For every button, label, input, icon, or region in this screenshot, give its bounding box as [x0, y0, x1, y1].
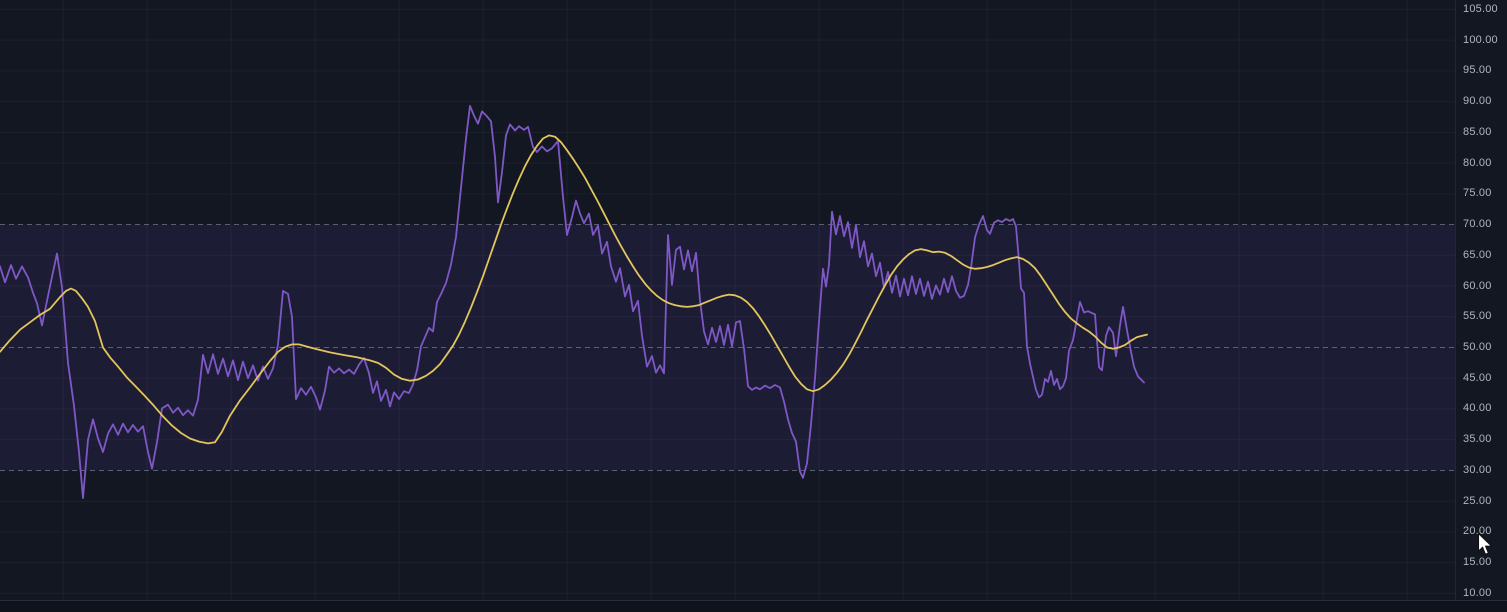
axis-label: 90.00	[1463, 95, 1492, 108]
axis-label: 45.00	[1463, 371, 1492, 384]
next-pane-edge	[0, 601, 1507, 612]
axis-label: 10.00	[1463, 586, 1492, 599]
pane-separator[interactable]	[0, 600, 1507, 601]
axis-label: 55.00	[1463, 310, 1492, 323]
axis-label: 100.00	[1463, 33, 1498, 46]
axis-label: 70.00	[1463, 218, 1492, 231]
price-axis[interactable]: 105.00 100.00 95.00 90.00 85.00 80.00 75.00 70.…	[1455, 0, 1507, 600]
axis-label: 60.00	[1463, 279, 1492, 292]
axis-label: 85.00	[1463, 125, 1492, 138]
axis-label: 30.00	[1463, 463, 1492, 476]
axis-label: 15.00	[1463, 556, 1492, 569]
mouse-cursor-icon	[1477, 532, 1495, 562]
rsi-band	[0, 224, 1455, 471]
axis-label: 105.00	[1463, 2, 1498, 15]
axis-label: 75.00	[1463, 187, 1492, 200]
rsi-ma-line[interactable]	[0, 134, 1148, 445]
axis-label: 80.00	[1463, 156, 1492, 169]
axis-label: 35.00	[1463, 433, 1492, 446]
grid-lines	[0, 0, 1455, 600]
rsi-line[interactable]	[0, 105, 1145, 500]
axis-label: 50.00	[1463, 341, 1492, 353]
axis-label: 95.00	[1463, 64, 1492, 77]
axis-label: 25.00	[1463, 494, 1492, 507]
axis-label: 40.00	[1463, 402, 1492, 415]
axis-label: 65.00	[1463, 248, 1492, 261]
axis-label: 20.00	[1463, 525, 1492, 538]
